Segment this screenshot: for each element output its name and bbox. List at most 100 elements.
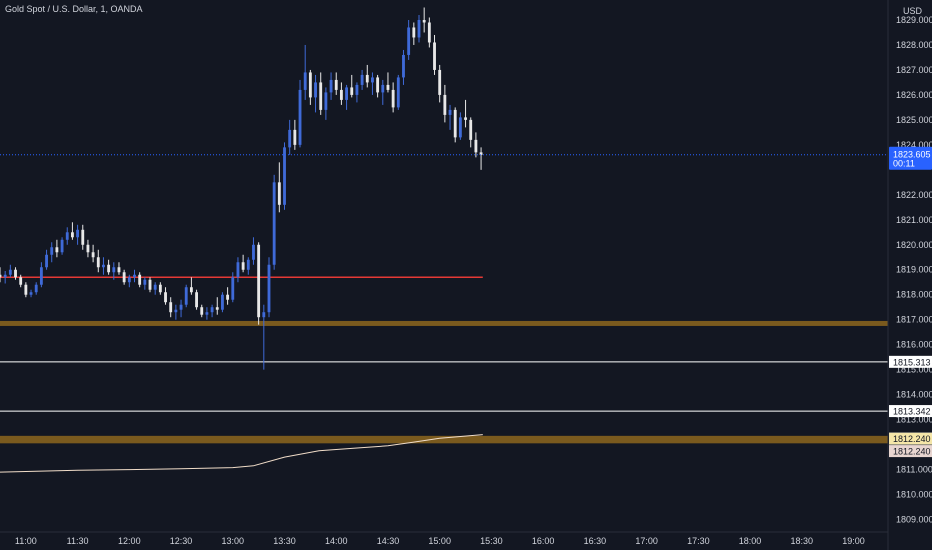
upper-zone[interactable] xyxy=(0,320,888,326)
candle-body-36 xyxy=(184,287,188,305)
y-tick-label-0: 1829.000 xyxy=(896,15,932,25)
candle-body-88 xyxy=(453,109,457,138)
candle-body-79 xyxy=(407,27,411,55)
candle-body-89 xyxy=(458,117,462,138)
candle-body-68 xyxy=(350,87,354,95)
candle-body-20 xyxy=(102,264,105,268)
x-tick-label-1: 11:30 xyxy=(67,536,89,546)
candle-body-22 xyxy=(112,267,116,273)
last-price-box[interactable] xyxy=(889,146,932,170)
candle-body-72 xyxy=(371,77,374,83)
x-tick-label-13: 17:30 xyxy=(687,536,710,546)
x-tick-label-4: 13:00 xyxy=(222,536,245,546)
x-tick-label-16: 19:00 xyxy=(842,536,865,546)
candle-body-87 xyxy=(448,109,452,115)
candle-body-78 xyxy=(402,54,405,78)
x-tick-label-9: 15:30 xyxy=(480,536,503,546)
candle-body-41 xyxy=(210,307,214,313)
candle-body-35 xyxy=(179,304,183,310)
price-label-text-3: 1812.240 xyxy=(893,447,931,457)
y-tick-label-3: 1826.000 xyxy=(896,90,932,100)
candle-body-39 xyxy=(200,307,204,315)
vwap-layer xyxy=(0,434,483,473)
candle-body-64 xyxy=(329,79,333,93)
y-tick-label-2: 1827.000 xyxy=(896,65,932,75)
candle-body-83 xyxy=(427,22,431,43)
y-tick-label-5: 1824.000 xyxy=(896,140,932,150)
candle-body-8 xyxy=(39,267,43,285)
candle-body-62 xyxy=(319,82,323,110)
candle-body-12 xyxy=(60,239,64,253)
candle-body-0 xyxy=(0,274,2,278)
y-tick-label-17: 1810.000 xyxy=(896,490,932,500)
candle-body-81 xyxy=(417,19,421,38)
vwap-line xyxy=(0,434,483,473)
time-axis[interactable]: 11:00 11:30 12:00 12:30 13:00 13:30 14:00 14:30… xyxy=(0,531,888,546)
candle-body-11 xyxy=(55,247,59,253)
y-tick-label-12: 1816.000 xyxy=(896,340,932,350)
candle-body-74 xyxy=(381,84,385,93)
candle-body-46 xyxy=(236,262,240,278)
candle-body-7 xyxy=(34,284,38,293)
candle-body-49 xyxy=(252,244,255,260)
candle-body-63 xyxy=(324,92,328,110)
candle-body-71 xyxy=(365,74,369,83)
candle-body-23 xyxy=(117,267,121,273)
candle-body-93 xyxy=(479,152,483,155)
candle-body-47 xyxy=(241,262,245,270)
candle-body-77 xyxy=(396,77,400,108)
candle-body-44 xyxy=(226,294,230,300)
candle-body-32 xyxy=(164,292,167,303)
y-tick-label-6: 1822.000 xyxy=(896,190,932,200)
y-tick-label-1: 1828.000 xyxy=(896,40,932,50)
y-tick-label-11: 1817.000 xyxy=(896,315,932,325)
candle-body-69 xyxy=(355,84,359,95)
lower-zone[interactable] xyxy=(0,435,888,444)
candle-body-51 xyxy=(262,312,266,318)
currency-label: USD xyxy=(903,6,923,16)
candle-body-5 xyxy=(24,284,28,295)
price-axis[interactable]: 1829.000 1828.000 1827.000 1826.000 1825.000… xyxy=(887,0,932,550)
x-tick-label-3: 12:30 xyxy=(170,536,193,546)
candle-body-65 xyxy=(334,79,338,90)
candle-body-40 xyxy=(205,312,209,315)
last-price-countdown: 00:11 xyxy=(893,159,915,169)
candles-layer xyxy=(0,7,483,370)
candle-body-4 xyxy=(19,277,23,285)
x-tick-label-8: 15:00 xyxy=(428,536,451,546)
x-tick-label-10: 16:00 xyxy=(532,536,555,546)
candle-body-43 xyxy=(221,294,224,310)
candle-body-16 xyxy=(81,229,85,245)
price-label-text-1: 1813.342 xyxy=(893,407,931,417)
price-label-box-4 xyxy=(889,432,932,445)
price-label-box-3 xyxy=(889,445,932,458)
candle-body-3 xyxy=(14,269,17,278)
x-tick-label-12: 17:00 xyxy=(635,536,658,546)
candle-body-15 xyxy=(76,229,80,238)
y-tick-label-9: 1819.000 xyxy=(896,265,932,275)
candle-body-18 xyxy=(91,252,95,258)
x-tick-label-7: 14:30 xyxy=(377,536,400,546)
candle-body-50 xyxy=(257,244,261,318)
price-label-text-4: 1812.240 xyxy=(893,434,931,444)
y-tick-label-4: 1825.000 xyxy=(896,115,932,125)
symbol-title: Gold Spot / U.S. Dollar, 1, OANDA xyxy=(5,4,143,14)
candle-body-53 xyxy=(272,182,276,265)
price-label-box-0 xyxy=(889,355,932,368)
candle-body-37 xyxy=(189,287,193,293)
candle-body-31 xyxy=(158,284,162,293)
candle-body-61 xyxy=(314,82,317,98)
candle-body-59 xyxy=(303,72,307,90)
candle-body-67 xyxy=(345,87,349,100)
candle-body-30 xyxy=(153,284,157,290)
x-tick-label-11: 16:30 xyxy=(584,536,607,546)
candle-body-13 xyxy=(65,232,69,240)
candle-body-19 xyxy=(96,257,100,268)
y-tick-label-13: 1815.000 xyxy=(896,365,932,375)
y-tick-label-15: 1813.000 xyxy=(896,415,932,425)
levels-layer xyxy=(0,276,888,444)
candle-body-52 xyxy=(267,264,271,313)
candle-body-14 xyxy=(70,232,74,238)
candle-body-26 xyxy=(133,274,136,278)
